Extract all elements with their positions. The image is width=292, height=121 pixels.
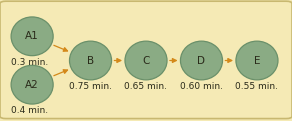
Text: 0.55 min.: 0.55 min. <box>235 82 279 91</box>
Ellipse shape <box>125 41 167 80</box>
Ellipse shape <box>236 41 278 80</box>
Ellipse shape <box>69 41 112 80</box>
Text: A2: A2 <box>25 80 39 90</box>
Text: C: C <box>142 56 150 65</box>
Text: 0.75 min.: 0.75 min. <box>69 82 112 91</box>
Text: 0.65 min.: 0.65 min. <box>124 82 168 91</box>
Text: E: E <box>254 56 260 65</box>
Text: 0.60 min.: 0.60 min. <box>180 82 223 91</box>
Ellipse shape <box>180 41 223 80</box>
Text: 0.3 min.: 0.3 min. <box>11 58 48 67</box>
FancyBboxPatch shape <box>0 1 292 119</box>
Text: B: B <box>87 56 94 65</box>
Ellipse shape <box>11 17 53 56</box>
Text: D: D <box>197 56 206 65</box>
Text: A1: A1 <box>25 31 39 41</box>
Ellipse shape <box>11 65 53 104</box>
Text: 0.4 min.: 0.4 min. <box>11 106 48 115</box>
